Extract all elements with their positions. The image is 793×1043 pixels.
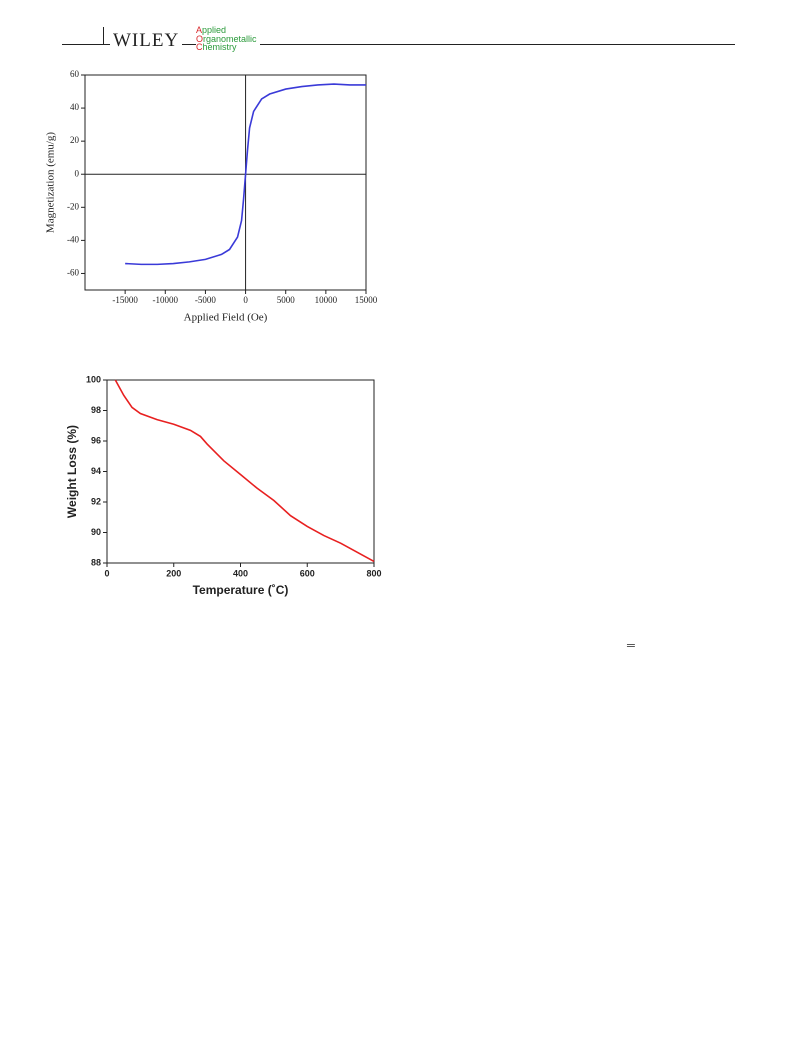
x-tick-label: 0	[243, 295, 248, 305]
y-tick-label: 20	[70, 135, 80, 145]
x-tick-label: -5000	[195, 295, 216, 305]
data-line	[125, 83, 366, 266]
x-tick-label: 200	[166, 568, 181, 578]
journal-word: Chemistry	[196, 42, 237, 52]
x-tick-label: -10000	[153, 295, 179, 305]
y-tick-label: 100	[86, 374, 101, 384]
x-axis-label: Applied Field (Oe)	[184, 312, 268, 324]
journal-word: Applied	[196, 25, 227, 35]
y-axis-label: Weight Loss (%)	[65, 425, 79, 518]
y-axis-label: Magnetization (emu/g)	[45, 132, 57, 233]
chart: 0 200 400 600 800 88 90 92 94 96 98 100 Temperature …	[65, 374, 381, 597]
y-tick-label: 90	[91, 527, 101, 537]
y-tick-label: -40	[67, 234, 79, 244]
y-tick-label: 96	[91, 435, 101, 445]
plot-frame	[106, 379, 375, 564]
x-tick-label: 5000	[277, 295, 296, 305]
journal-name: Applied Organometallic Chemistry	[196, 26, 260, 52]
x-tick-label: 800	[366, 568, 381, 578]
x-tick-label: 600	[300, 568, 315, 578]
header-tick	[103, 27, 104, 44]
data-line	[114, 379, 375, 563]
y-tick-label: -20	[67, 201, 79, 211]
plot-frame	[84, 74, 367, 291]
journal-word: Organometallic	[196, 33, 257, 44]
x-tick-label: 400	[233, 568, 248, 578]
y-tick-label: -60	[67, 268, 79, 278]
y-tick-label: 0	[75, 168, 80, 178]
x-axis-label: Temperature (˚C)	[193, 583, 289, 597]
y-tick-label: 94	[91, 466, 101, 476]
symbol: ═	[627, 640, 635, 652]
x-tick-label: 15000	[355, 295, 378, 305]
chart: -15000 -10000 -5000 0 5000 10000 15000 -60 -40 -2…	[45, 69, 378, 323]
x-tick-label: 10000	[315, 295, 338, 305]
y-tick-label: 98	[91, 405, 101, 415]
x-tick-label: 0	[104, 568, 109, 578]
x-tick-label: -15000	[112, 295, 138, 305]
y-tick-label: 40	[70, 102, 80, 112]
brand: WILEY	[110, 30, 183, 52]
header-rule	[62, 44, 735, 45]
y-tick-label: 60	[70, 69, 80, 79]
y-tick-label: 88	[91, 557, 101, 567]
y-tick-label: 92	[91, 496, 101, 506]
